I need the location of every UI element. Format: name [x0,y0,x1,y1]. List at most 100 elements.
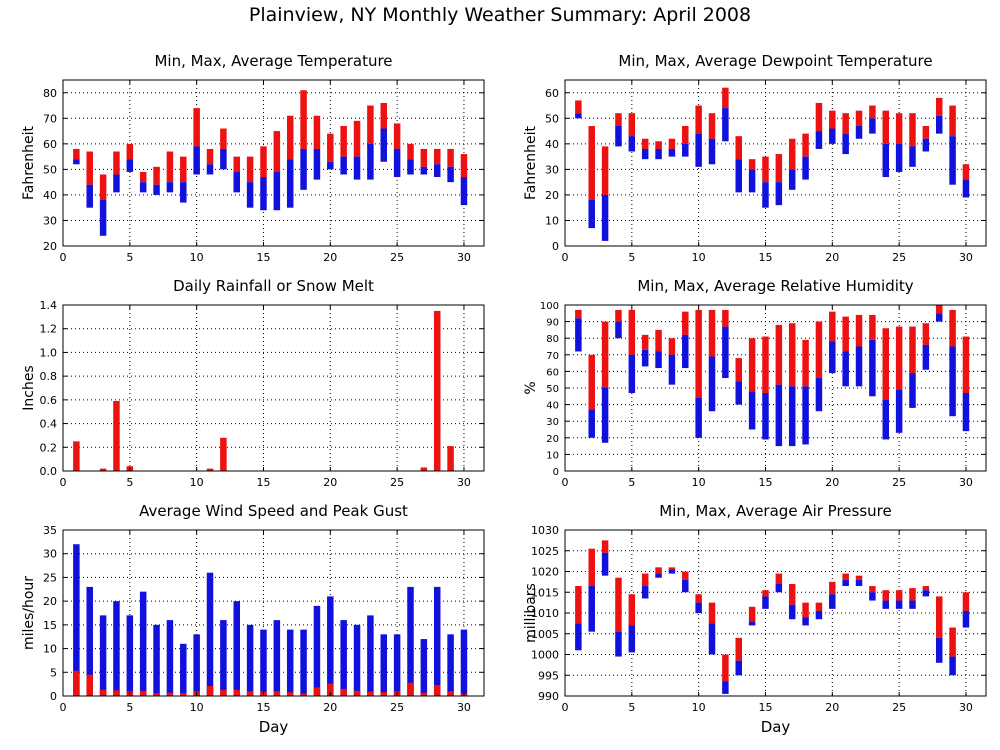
humidity-bar-upper [802,339,809,387]
y-tick-label: 0.2 [40,441,58,454]
pressure-bar-lower [588,586,595,632]
humidity-panel: Min, Max, Average Relative Humidity 0 10 20… [523,277,987,489]
wind-frame [62,529,485,697]
pressure-bar-upper [842,573,849,580]
temperature-bar-lower [206,164,214,175]
x-tick-label: 20 [825,476,839,489]
humidity-bar-upper [855,314,863,347]
temperature-bar-upper [460,154,468,178]
wind-avg-bar [273,691,281,696]
pressure-bar-lower [829,594,836,609]
temperature-bar-lower [327,161,334,170]
x-tick-label: 15 [758,251,772,264]
temperature-bar-lower [313,148,321,180]
x-tick-label: 10 [190,701,204,714]
wind-gust-bar [246,624,254,696]
wind-gust-bar [233,601,240,696]
wind-avg-bar [340,688,347,696]
y-tick-label: 70 [546,351,559,362]
x-tick-label: 15 [256,251,270,264]
pressure-bar-upper [775,573,783,584]
temperature-bar-lower [193,146,200,175]
dewpoint-bar-lower [855,125,863,139]
dewpoint-bar-upper [949,105,956,137]
pressure-bar-lower [895,600,903,609]
y-tick-label: 1015 [531,586,559,599]
dewpoint-ylabel: Fahrenheit [523,125,539,200]
humidity-bar-upper [949,309,956,347]
temperature-title: Min, Max, Average Temperature [154,52,392,70]
temperature-bar-lower [139,182,147,193]
humidity-bar-lower [788,386,796,447]
humidity-bar-lower [762,392,769,440]
wind-gust-bar [166,620,174,696]
dewpoint-bar-upper [641,138,649,149]
wind-gust-bar [113,601,120,696]
x-tick-label: 5 [126,476,133,489]
pressure-bar-upper [588,548,595,587]
x-tick-label: 0 [562,701,569,714]
wind-gust-bar [139,591,147,696]
wind-gust-bar [206,572,214,696]
y-tick-label: 35 [43,524,57,537]
dewpoint-bar-upper [588,125,595,201]
wind-avg-bar [113,690,120,696]
pressure-bar-upper [762,590,769,597]
x-tick-label: 25 [390,476,404,489]
humidity-bar-lower [708,356,716,412]
y-tick-label: 10 [546,450,559,461]
temperature-bar-lower [113,174,120,193]
pressure-bar-lower [708,623,716,655]
humidity-bar-upper [735,358,742,382]
y-tick-label: 15 [43,619,57,632]
pressure-bar-lower [735,660,742,676]
wind-gust-bar [86,586,93,696]
temperature-bar-upper [166,151,174,183]
dewpoint-bar-upper [575,100,582,114]
wind-avg-bar [73,670,80,696]
wind-gust-bar [420,639,428,696]
dewpoint-bar-upper [748,159,756,170]
y-tick-label: 80 [546,334,559,345]
humidity-bar-lower [575,318,582,352]
dewpoint-title: Min, Max, Average Dewpoint Temperature [618,52,932,70]
humidity-bar-lower [935,313,943,322]
pressure-bar-upper [922,586,930,591]
humidity-bar-lower [775,384,783,447]
temperature-bar-lower [407,159,414,175]
dewpoint-bar-upper [855,110,863,126]
y-tick-label: 40 [545,138,559,151]
wind-gust-bar [99,615,107,696]
humidity-bar-lower [748,391,756,430]
temperature-bar-upper [153,166,160,185]
page-title: Plainview, NY Monthly Weather Summary: A… [248,4,752,26]
temperature-bar-upper [139,171,147,183]
pressure-bar-lower [802,617,809,626]
y-tick-label: 1.0 [40,346,58,359]
humidity-bar-lower [869,339,876,397]
dewpoint-bar-lower [815,131,823,149]
dewpoint-bar-upper [935,97,943,116]
dewpoint-bar-lower [575,113,582,119]
pressure-bar-lower [855,579,863,587]
y-tick-label: 10 [545,214,559,227]
y-tick-label: 1.2 [40,323,58,336]
y-tick-label: 0.4 [40,418,58,431]
temperature-bar-upper [367,105,374,144]
y-tick-label: 30 [545,163,559,176]
dewpoint-panel: Min, Max, Average Dewpoint Temperature 0 1… [523,52,987,264]
wind-gust-bar [327,596,334,696]
x-tick-label: 25 [892,476,906,489]
y-tick-label: 60 [545,87,559,100]
wind-avg-bar [313,687,321,696]
wind-avg-bar [233,689,240,696]
humidity-bar-lower [802,386,809,445]
dewpoint-bar-lower [869,118,876,134]
x-tick-label: 15 [256,701,270,714]
dewpoint-bar-lower [949,136,956,185]
dewpoint-bar-upper [628,113,636,137]
rainfall-frame [62,304,485,472]
pressure-bar-lower [882,600,890,609]
dewpoint-bar-lower [668,148,676,157]
y-tick-label: 40 [546,401,559,412]
